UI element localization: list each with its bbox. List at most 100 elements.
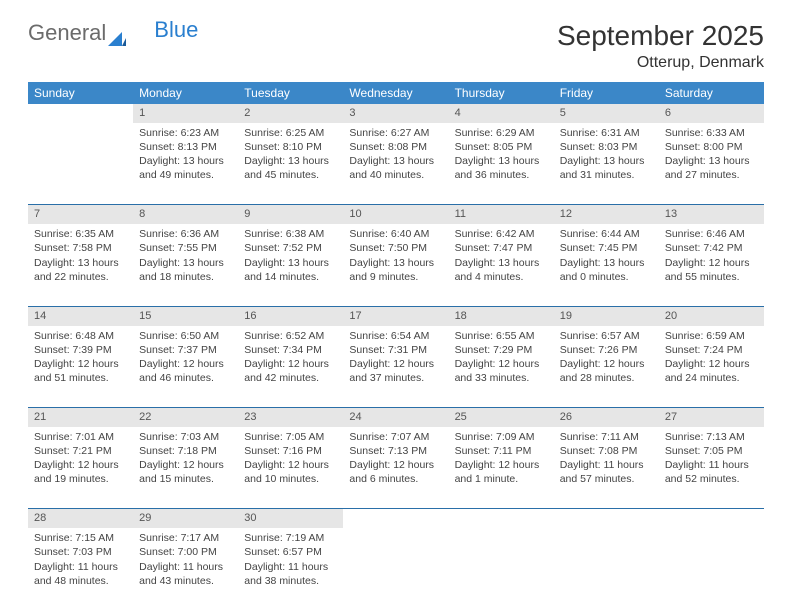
sunrise-text: Sunrise: 6:29 AM xyxy=(455,126,548,140)
sunset-text: Sunset: 7:03 PM xyxy=(34,545,127,559)
brand-part2: Blue xyxy=(154,17,198,43)
sunrise-text: Sunrise: 7:15 AM xyxy=(34,531,127,545)
day-content-row: Sunrise: 6:48 AMSunset: 7:39 PMDaylight:… xyxy=(28,326,764,408)
daylight-text: Daylight: 12 hours xyxy=(139,357,232,371)
day-number-cell: 3 xyxy=(343,104,448,123)
day-number-cell: 24 xyxy=(343,408,448,427)
day-number-cell: 10 xyxy=(343,205,448,224)
daylight-text: and 57 minutes. xyxy=(560,472,653,486)
day-number-cell xyxy=(659,509,764,528)
day-content-cell: Sunrise: 6:36 AMSunset: 7:55 PMDaylight:… xyxy=(133,224,238,306)
daylight-text: and 10 minutes. xyxy=(244,472,337,486)
sunrise-text: Sunrise: 6:57 AM xyxy=(560,329,653,343)
day-content-cell: Sunrise: 6:59 AMSunset: 7:24 PMDaylight:… xyxy=(659,326,764,408)
day-number-row: 21222324252627 xyxy=(28,408,764,427)
daylight-text: Daylight: 12 hours xyxy=(560,357,653,371)
sunrise-text: Sunrise: 6:59 AM xyxy=(665,329,758,343)
day-number-row: 78910111213 xyxy=(28,205,764,224)
day-number-cell: 23 xyxy=(238,408,343,427)
daylight-text: Daylight: 13 hours xyxy=(139,256,232,270)
daylight-text: and 49 minutes. xyxy=(139,168,232,182)
daylight-text: and 19 minutes. xyxy=(34,472,127,486)
daylight-text: Daylight: 13 hours xyxy=(455,154,548,168)
daylight-text: Daylight: 12 hours xyxy=(349,458,442,472)
daylight-text: and 27 minutes. xyxy=(665,168,758,182)
day-number-cell: 12 xyxy=(554,205,659,224)
daylight-text: Daylight: 13 hours xyxy=(349,154,442,168)
day-number-cell xyxy=(343,509,448,528)
day-number-cell: 21 xyxy=(28,408,133,427)
sunrise-text: Sunrise: 6:48 AM xyxy=(34,329,127,343)
daylight-text: and 37 minutes. xyxy=(349,371,442,385)
daylight-text: and 38 minutes. xyxy=(244,574,337,588)
day-number-cell: 28 xyxy=(28,509,133,528)
sunset-text: Sunset: 8:08 PM xyxy=(349,140,442,154)
day-number-cell: 9 xyxy=(238,205,343,224)
day-content-cell: Sunrise: 6:44 AMSunset: 7:45 PMDaylight:… xyxy=(554,224,659,306)
weekday-header: Wednesday xyxy=(343,82,448,104)
sunrise-text: Sunrise: 7:19 AM xyxy=(244,531,337,545)
daylight-text: Daylight: 12 hours xyxy=(455,357,548,371)
daylight-text: Daylight: 13 hours xyxy=(560,256,653,270)
sunset-text: Sunset: 7:11 PM xyxy=(455,444,548,458)
day-number-cell: 16 xyxy=(238,306,343,325)
weekday-header: Tuesday xyxy=(238,82,343,104)
sail-icon xyxy=(108,26,126,40)
sunrise-text: Sunrise: 6:27 AM xyxy=(349,126,442,140)
daylight-text: and 6 minutes. xyxy=(349,472,442,486)
sunset-text: Sunset: 8:10 PM xyxy=(244,140,337,154)
header: General Blue September 2025 Otterup, Den… xyxy=(28,20,764,72)
sunrise-text: Sunrise: 6:52 AM xyxy=(244,329,337,343)
day-content-row: Sunrise: 7:01 AMSunset: 7:21 PMDaylight:… xyxy=(28,427,764,509)
day-content-cell: Sunrise: 7:07 AMSunset: 7:13 PMDaylight:… xyxy=(343,427,448,509)
sunset-text: Sunset: 8:13 PM xyxy=(139,140,232,154)
daylight-text: Daylight: 12 hours xyxy=(34,458,127,472)
daylight-text: and 55 minutes. xyxy=(665,270,758,284)
day-content-cell: Sunrise: 7:11 AMSunset: 7:08 PMDaylight:… xyxy=(554,427,659,509)
day-content-cell: Sunrise: 7:01 AMSunset: 7:21 PMDaylight:… xyxy=(28,427,133,509)
day-content-cell: Sunrise: 7:13 AMSunset: 7:05 PMDaylight:… xyxy=(659,427,764,509)
daylight-text: Daylight: 13 hours xyxy=(455,256,548,270)
day-number-cell: 20 xyxy=(659,306,764,325)
day-content-cell: Sunrise: 6:31 AMSunset: 8:03 PMDaylight:… xyxy=(554,123,659,205)
day-number-cell: 13 xyxy=(659,205,764,224)
sunrise-text: Sunrise: 6:33 AM xyxy=(665,126,758,140)
sunset-text: Sunset: 6:57 PM xyxy=(244,545,337,559)
day-content-cell: Sunrise: 7:03 AMSunset: 7:18 PMDaylight:… xyxy=(133,427,238,509)
day-content-row: Sunrise: 6:23 AMSunset: 8:13 PMDaylight:… xyxy=(28,123,764,205)
daylight-text: Daylight: 13 hours xyxy=(349,256,442,270)
day-content-cell xyxy=(28,123,133,205)
month-title: September 2025 xyxy=(557,20,764,52)
day-number-row: 14151617181920 xyxy=(28,306,764,325)
daylight-text: Daylight: 13 hours xyxy=(244,154,337,168)
day-number-cell xyxy=(554,509,659,528)
sunset-text: Sunset: 7:31 PM xyxy=(349,343,442,357)
sunrise-text: Sunrise: 6:25 AM xyxy=(244,126,337,140)
sunset-text: Sunset: 7:13 PM xyxy=(349,444,442,458)
weekday-header: Saturday xyxy=(659,82,764,104)
weekday-header: Thursday xyxy=(449,82,554,104)
day-number-cell: 26 xyxy=(554,408,659,427)
sunset-text: Sunset: 7:50 PM xyxy=(349,241,442,255)
daylight-text: Daylight: 12 hours xyxy=(139,458,232,472)
day-number-cell: 11 xyxy=(449,205,554,224)
day-number-cell: 6 xyxy=(659,104,764,123)
sunset-text: Sunset: 7:37 PM xyxy=(139,343,232,357)
sunrise-text: Sunrise: 6:55 AM xyxy=(455,329,548,343)
sunset-text: Sunset: 7:00 PM xyxy=(139,545,232,559)
day-content-row: Sunrise: 6:35 AMSunset: 7:58 PMDaylight:… xyxy=(28,224,764,306)
daylight-text: Daylight: 11 hours xyxy=(139,560,232,574)
daylight-text: and 36 minutes. xyxy=(455,168,548,182)
daylight-text: Daylight: 13 hours xyxy=(34,256,127,270)
sunset-text: Sunset: 7:52 PM xyxy=(244,241,337,255)
day-content-cell: Sunrise: 6:50 AMSunset: 7:37 PMDaylight:… xyxy=(133,326,238,408)
day-content-cell: Sunrise: 7:19 AMSunset: 6:57 PMDaylight:… xyxy=(238,528,343,610)
day-number-cell: 18 xyxy=(449,306,554,325)
daylight-text: Daylight: 13 hours xyxy=(139,154,232,168)
daylight-text: Daylight: 12 hours xyxy=(244,458,337,472)
day-content-cell: Sunrise: 6:48 AMSunset: 7:39 PMDaylight:… xyxy=(28,326,133,408)
day-number-cell: 25 xyxy=(449,408,554,427)
daylight-text: and 42 minutes. xyxy=(244,371,337,385)
sunrise-text: Sunrise: 7:11 AM xyxy=(560,430,653,444)
daylight-text: and 48 minutes. xyxy=(34,574,127,588)
